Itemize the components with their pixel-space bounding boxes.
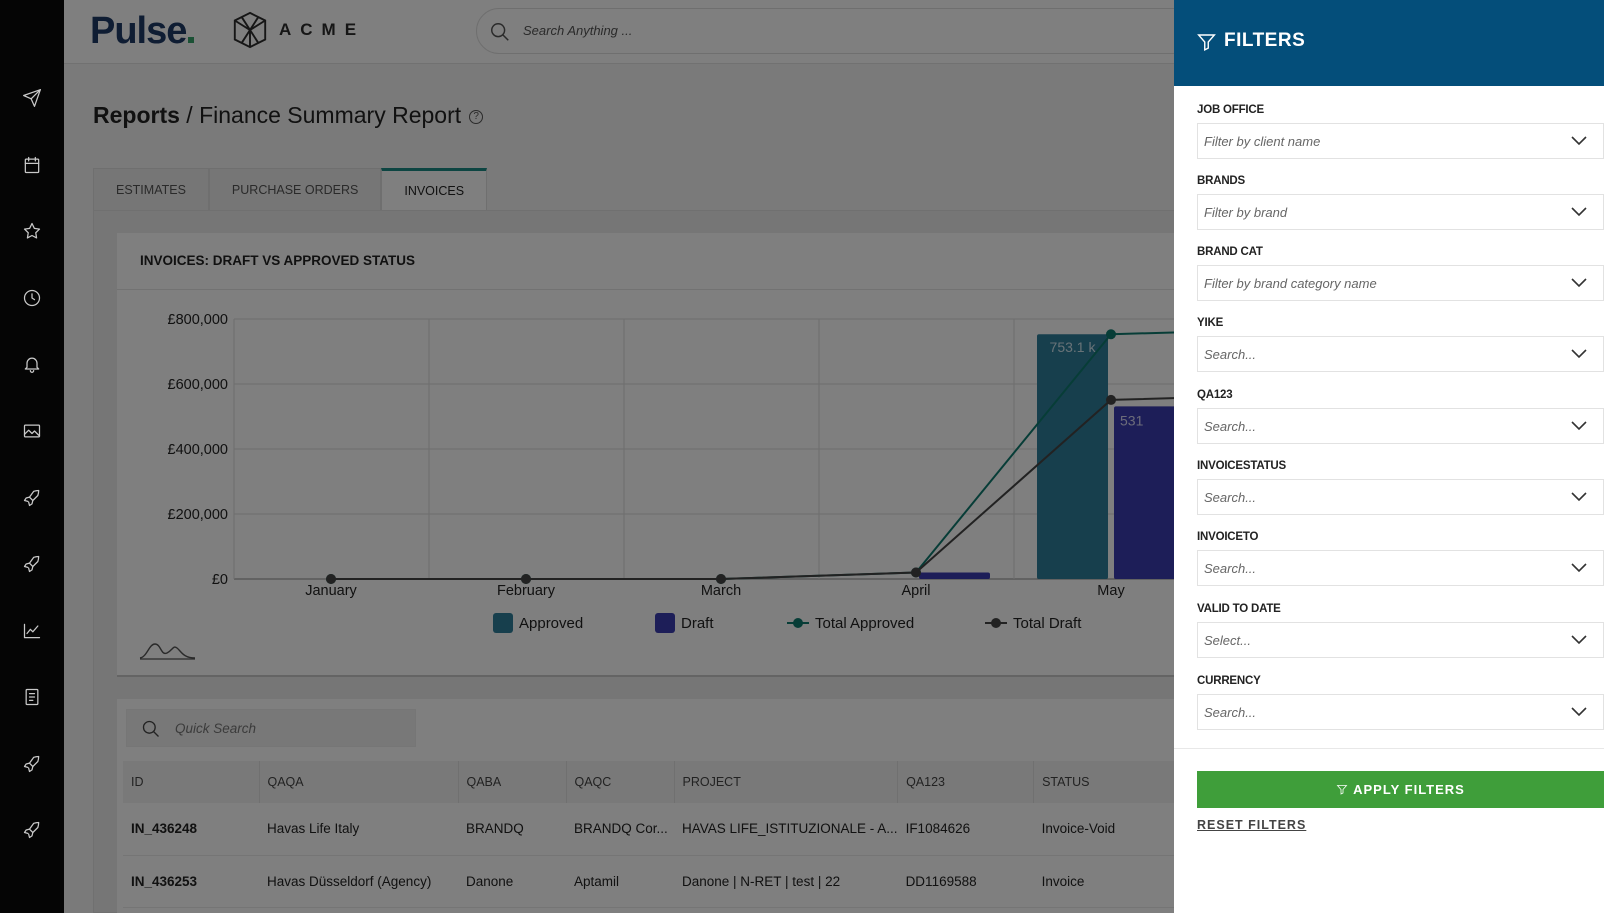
chevron-down-icon xyxy=(1571,563,1587,573)
chevron-down-icon xyxy=(1571,707,1587,717)
filters-drawer: FILTERS JOB OFFICE Filter by client name… xyxy=(1174,0,1604,913)
apply-filters-button[interactable]: APPLY FILTERS xyxy=(1197,771,1604,808)
filter-label-job-office: JOB OFFICE xyxy=(1197,104,1265,116)
analytics-icon[interactable] xyxy=(18,617,46,645)
filter-brands-select[interactable]: Filter by brand xyxy=(1197,194,1604,230)
modal-overlay[interactable] xyxy=(64,0,1174,913)
filter-placeholder: Search... xyxy=(1204,490,1257,505)
apply-filters-label: APPLY FILTERS xyxy=(1353,782,1465,797)
rocket-icon[interactable] xyxy=(18,816,46,844)
filter-brand-cat-select[interactable]: Filter by brand category name xyxy=(1197,265,1604,301)
chevron-down-icon xyxy=(1571,421,1587,431)
clock-icon[interactable] xyxy=(18,284,46,312)
filter-label-invoicestatus: INVOICESTATUS xyxy=(1197,460,1286,472)
filters-header: FILTERS xyxy=(1174,0,1604,86)
filter-job-office-select[interactable]: Filter by client name xyxy=(1197,123,1604,159)
chevron-down-icon xyxy=(1571,136,1587,146)
side-rail xyxy=(0,0,64,913)
calendar-icon[interactable] xyxy=(18,151,46,179)
filter-invoiceto-select[interactable]: Search... xyxy=(1197,550,1604,586)
filter-icon xyxy=(1336,785,1348,795)
filter-invoicestatus-select[interactable]: Search... xyxy=(1197,479,1604,515)
bell-icon[interactable] xyxy=(18,350,46,378)
rocket-icon[interactable] xyxy=(18,550,46,578)
chevron-down-icon xyxy=(1571,492,1587,502)
reset-filters-button[interactable]: RESET FILTERS xyxy=(1197,818,1307,832)
filter-label-brands: BRANDS xyxy=(1197,175,1245,187)
filter-label-brand-cat: BRAND CAT xyxy=(1197,246,1263,258)
image-icon[interactable] xyxy=(18,417,46,445)
filter-qa123-select[interactable]: Search... xyxy=(1197,408,1604,444)
send-icon[interactable] xyxy=(18,84,46,112)
filter-label-invoiceto: INVOICETO xyxy=(1197,531,1259,543)
rocket-icon[interactable] xyxy=(18,484,46,512)
filter-placeholder: Search... xyxy=(1204,561,1257,576)
rocket-icon[interactable] xyxy=(18,750,46,778)
filter-label-qa123: QA123 xyxy=(1197,389,1233,401)
filter-label-currency: CURRENCY xyxy=(1197,675,1261,687)
filter-placeholder: Filter by brand xyxy=(1204,205,1288,220)
filter-placeholder: Select... xyxy=(1204,633,1251,648)
chevron-down-icon xyxy=(1571,349,1587,359)
filter-placeholder: Filter by brand category name xyxy=(1204,276,1377,291)
filter-currency-select[interactable]: Search... xyxy=(1197,694,1604,730)
filter-yike-select[interactable]: Search... xyxy=(1197,336,1604,372)
filter-label-valid-to-date: VALID TO DATE xyxy=(1197,603,1281,615)
filters-title: FILTERS xyxy=(1224,30,1306,51)
filter-placeholder: Search... xyxy=(1204,705,1257,720)
filter-label-yike: YIKE xyxy=(1197,317,1224,329)
book-icon[interactable] xyxy=(18,683,46,711)
chevron-down-icon xyxy=(1571,278,1587,288)
chevron-down-icon xyxy=(1571,207,1587,217)
filter-placeholder: Filter by client name xyxy=(1204,134,1321,149)
filter-valid-to-date-select[interactable]: Select... xyxy=(1197,622,1604,658)
chevron-down-icon xyxy=(1571,635,1587,645)
filter-placeholder: Search... xyxy=(1204,419,1257,434)
star-icon[interactable] xyxy=(18,217,46,245)
divider xyxy=(1174,748,1604,749)
filter-icon xyxy=(1197,34,1216,52)
filter-placeholder: Search... xyxy=(1204,347,1257,362)
